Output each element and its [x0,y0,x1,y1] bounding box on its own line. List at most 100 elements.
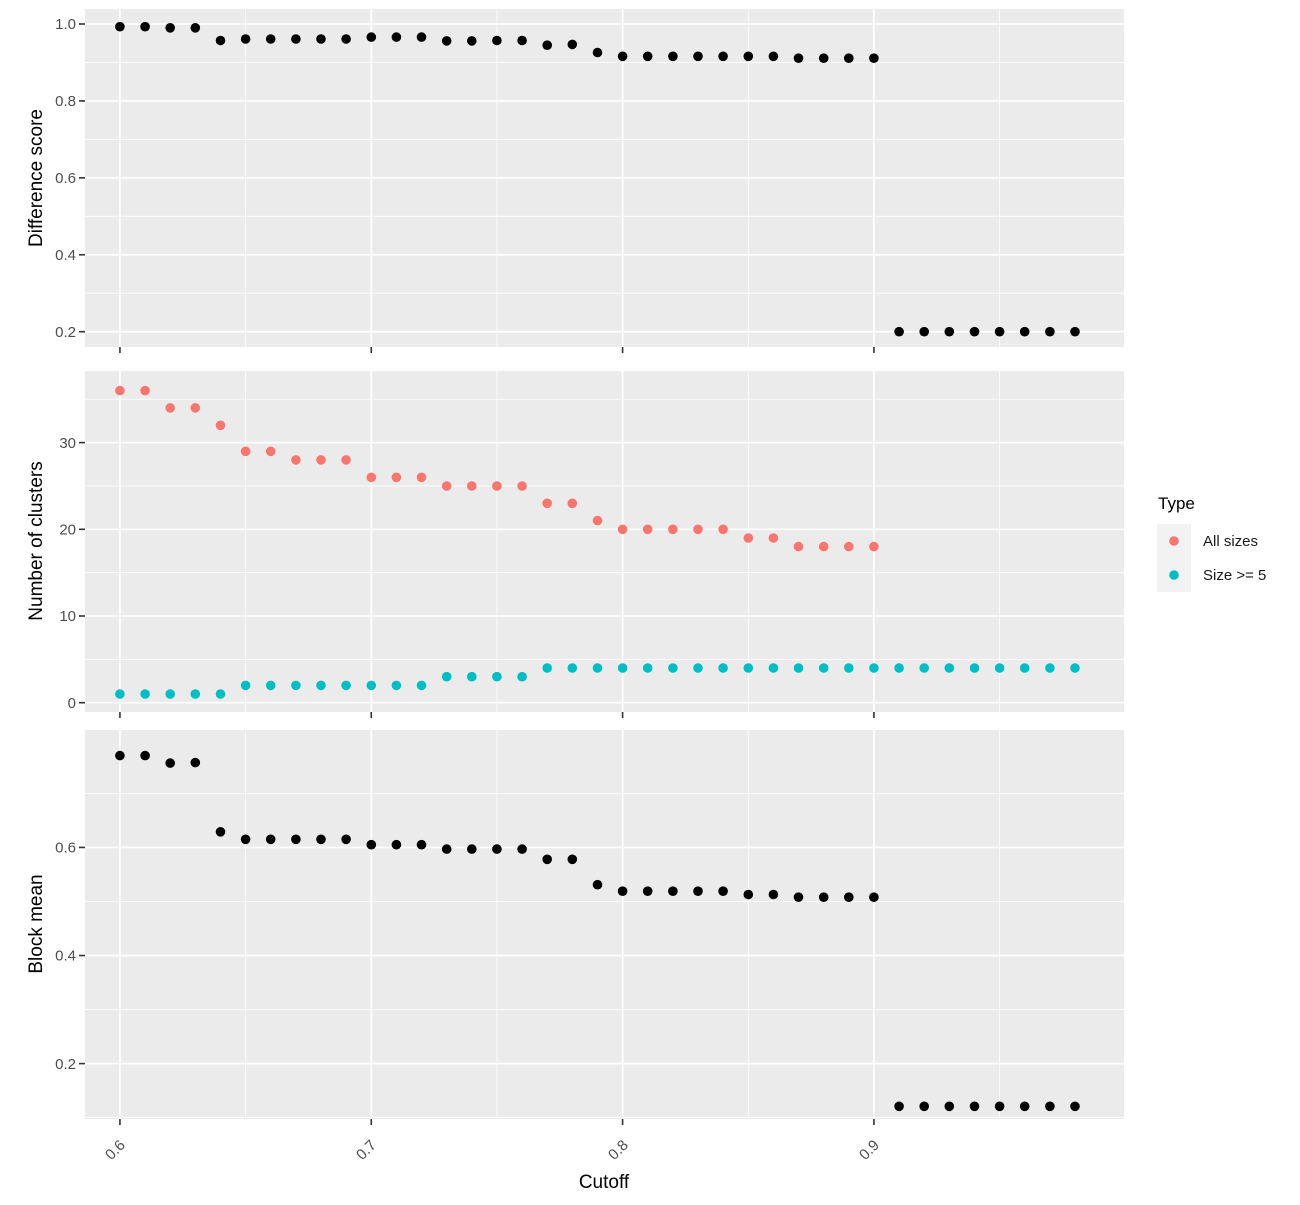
point-difference-score [793,53,804,63]
point-size-5 [190,689,201,699]
point-difference-score [894,326,904,337]
point-size-5 [818,663,829,673]
point-difference-score [1019,326,1030,337]
point-difference-score [592,47,603,58]
point-difference-score [743,51,754,62]
point-block-mean [1019,1101,1030,1112]
x-tick-label-0.7: 0.7 [353,1137,380,1164]
point-all-sizes [617,524,628,535]
point-all-sizes [718,524,728,535]
point-all-sizes [467,481,477,491]
point-all-sizes [793,541,804,552]
point-difference-score [1045,326,1055,337]
point-size-5 [492,671,502,682]
point-all-sizes [165,403,175,413]
point-size-5 [165,689,175,699]
y-axis-title-block-mean: Block mean [26,874,47,973]
point-size-5 [969,663,980,673]
point-block-mean [844,892,854,902]
y-tick-label: 30 [59,435,76,452]
point-size-5 [265,680,276,691]
point-all-sizes [140,385,150,396]
x-tick-label-0.8: 0.8 [605,1137,632,1164]
point-block-mean [366,839,377,850]
point-difference-score [994,326,1005,337]
point-difference-score [366,32,377,42]
point-difference-score [291,34,301,44]
point-size-5 [567,663,578,673]
point-difference-score [517,35,527,46]
point-all-sizes [240,446,251,457]
point-all-sizes [642,524,653,535]
point-size-5 [743,663,754,673]
y-tick-label: 0.6 [55,170,76,187]
point-difference-score [818,53,829,63]
panel-difference-score: 1.0 0.8 0.6 0.4 0.2 [55,9,1124,353]
point-difference-score [140,21,150,32]
point-block-mean [265,834,276,845]
y-tick-label: 0 [68,695,76,712]
point-difference-score [642,51,653,62]
point-block-mean [617,886,628,896]
y-tick-label: 0.6 [55,840,76,857]
point-size-5 [341,680,351,691]
point-all-sizes [517,481,527,491]
point-size-5 [592,663,603,673]
point-all-sizes [190,403,201,413]
point-all-sizes [341,455,351,465]
point-difference-score [215,35,226,46]
y-tick-label: 0.2 [55,324,76,341]
point-size-5 [291,680,301,691]
point-difference-score [467,36,477,46]
point-block-mean [919,1101,929,1112]
point-size-5 [718,663,728,673]
point-size-5 [467,671,477,682]
point-block-mean [517,844,527,854]
point-block-mean [240,834,251,845]
point-block-mean [768,889,779,900]
point-all-sizes [492,481,502,491]
point-block-mean [341,834,351,845]
point-block-mean [1070,1101,1080,1112]
point-block-mean [994,1101,1005,1112]
legend-title: Type [1158,494,1195,513]
point-size-5 [1045,663,1055,673]
point-all-sizes [215,420,226,431]
point-size-5 [240,680,251,691]
point-size-5 [642,663,653,673]
point-size-5 [391,680,402,691]
point-block-mean [869,892,879,902]
y-tick-label: 0.4 [55,948,76,965]
point-block-mean [642,886,653,896]
point-size-5 [919,663,929,673]
point-block-mean [592,879,603,890]
point-size-5 [441,671,452,682]
point-difference-score [416,32,427,42]
point-size-5 [1070,663,1080,673]
legend-label-size-ge-5: Size >= 5 [1203,567,1266,584]
point-difference-score [869,53,879,63]
point-difference-score [190,23,201,33]
point-block-mean [391,839,402,850]
point-difference-score [240,34,251,44]
point-all-sizes [115,385,125,396]
point-difference-score [391,32,402,42]
point-difference-score [844,53,854,63]
point-size-5 [869,663,879,673]
point-block-mean [165,758,175,768]
legend-dot-all-sizes-icon [1169,536,1179,546]
point-size-5 [994,663,1005,673]
point-all-sizes [441,481,452,491]
legend: Type All sizes Size >= 5 [1157,494,1266,592]
point-size-5 [844,663,854,673]
point-block-mean [316,834,326,845]
point-block-mean [718,886,728,896]
point-block-mean [793,892,804,902]
point-size-5 [793,663,804,673]
point-block-mean [1045,1101,1055,1112]
point-all-sizes [567,498,578,509]
point-all-sizes [743,533,754,543]
panel-background [85,371,1124,712]
point-size-5 [768,663,779,673]
